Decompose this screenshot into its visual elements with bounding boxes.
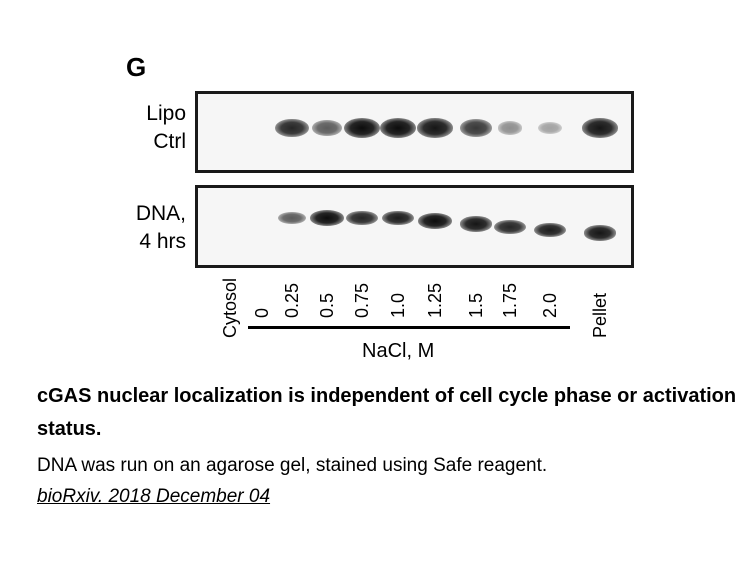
gel-band [459, 216, 493, 232]
gel-band [417, 118, 453, 138]
lane-label: 0.75 [352, 282, 372, 318]
gel-band [312, 120, 342, 136]
row-label-dna-4hrs: DNA, 4 hrs [106, 200, 186, 256]
gel-band [494, 219, 526, 235]
caption-source-link[interactable]: bioRxiv. 2018 December 04 [37, 486, 271, 507]
gel-band [583, 225, 617, 241]
gel-band [538, 121, 562, 135]
nacl-axis-label: NaCl, M [362, 340, 435, 362]
gel-band [344, 118, 380, 138]
gel-band [459, 119, 493, 137]
gel-band [381, 210, 415, 226]
lane-label: 0.25 [282, 282, 302, 318]
lane-label: 1.25 [425, 282, 445, 318]
lane-label: 1.75 [500, 282, 520, 318]
gel-band [278, 211, 306, 225]
panel-letter: G [126, 52, 147, 82]
row-label-line1: Lipo [146, 102, 186, 125]
gel-band [380, 118, 416, 138]
lane-label: 1.5 [466, 292, 486, 318]
lane-label: 0 [252, 307, 272, 318]
blot-lipo-ctrl [195, 91, 634, 173]
row-label-line1: DNA, [135, 202, 186, 225]
gel-band [582, 118, 618, 138]
blot-dna-4hrs [195, 185, 634, 268]
gel-band [275, 118, 309, 138]
lane-label: Cytosol [220, 277, 240, 338]
lane-label: 1.0 [388, 292, 408, 318]
caption-body: DNA was run on an agarose gel, stained u… [37, 455, 548, 476]
caption-title: cGAS nuclear localization is independent… [37, 385, 737, 440]
gel-band [497, 121, 523, 135]
gel-band [418, 213, 452, 229]
lane-label: 0.5 [317, 292, 337, 318]
nacl-bracket-line [248, 326, 570, 329]
gel-band [310, 210, 344, 226]
row-label-lipo-ctrl: Lipo Ctrl [106, 100, 186, 156]
lane-label: Pellet [590, 292, 610, 338]
row-label-line2: 4 hrs [139, 230, 186, 253]
row-label-line2: Ctrl [153, 130, 186, 153]
lane-label: 2.0 [540, 292, 560, 318]
gel-band [533, 222, 567, 238]
gel-band [346, 210, 378, 226]
